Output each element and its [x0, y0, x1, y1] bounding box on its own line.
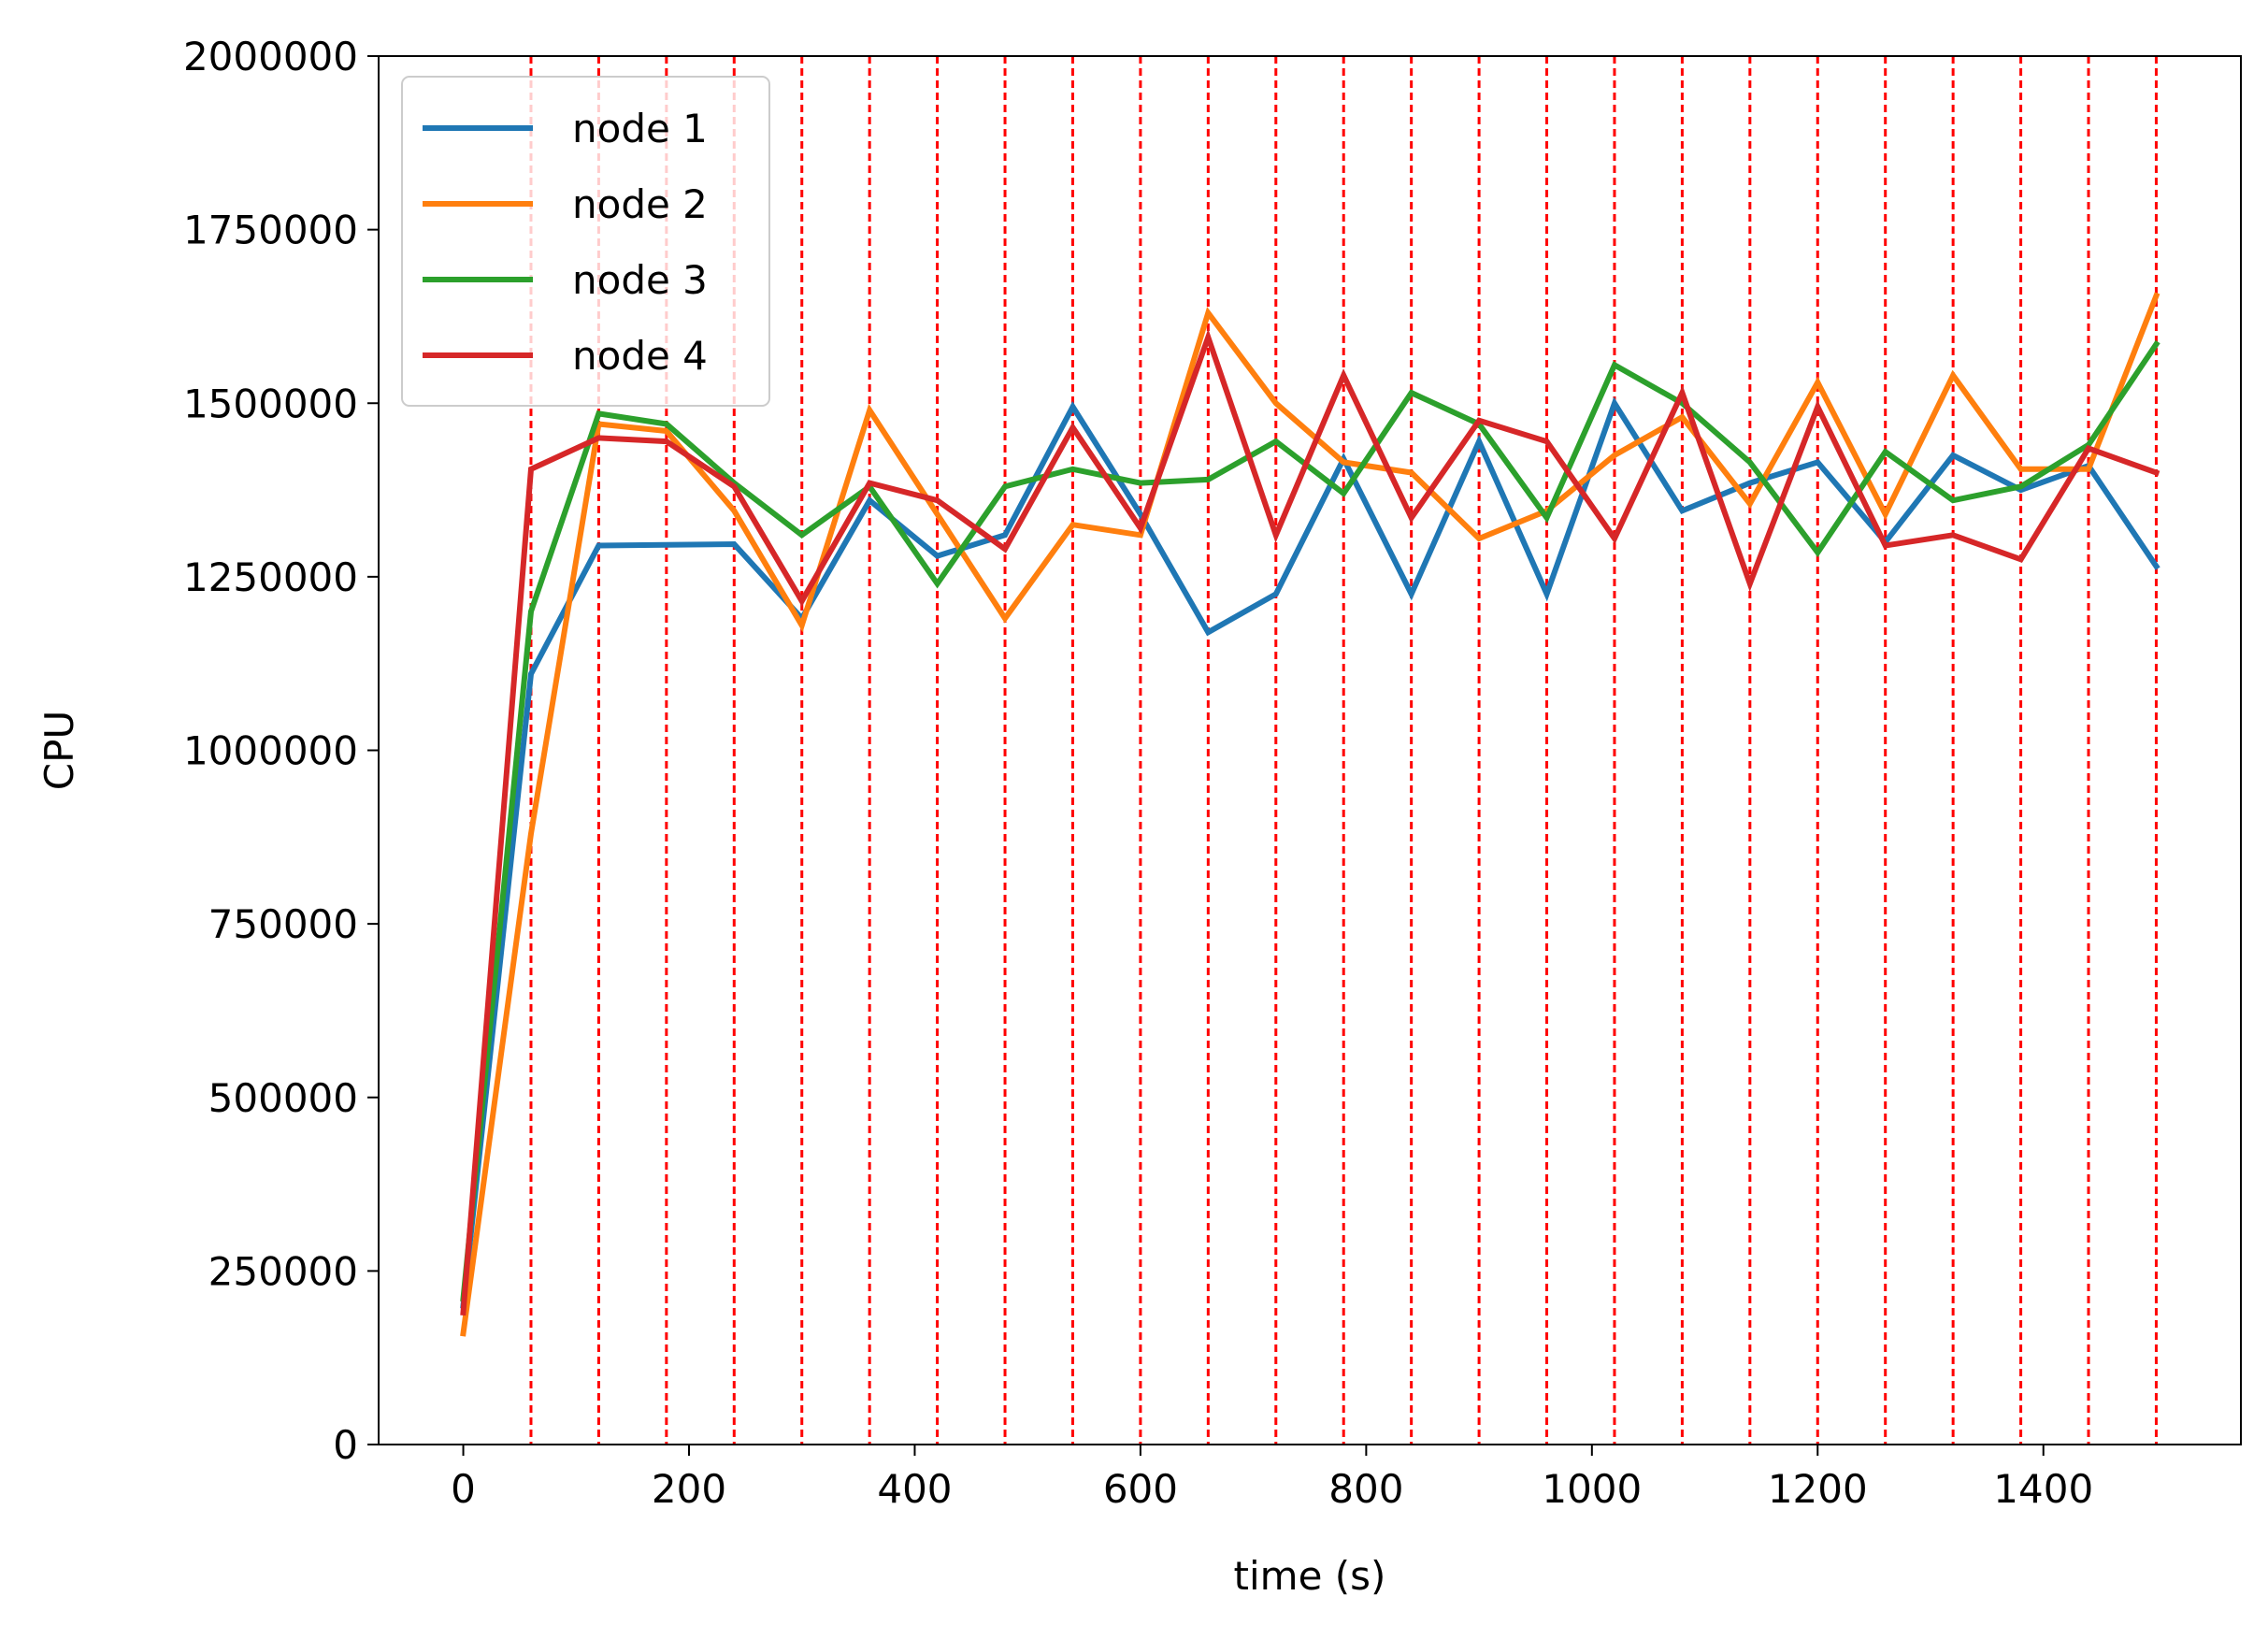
y-axis-ticks: 0 250000 500000 750000 1000000 1250000 1500000… [183, 34, 379, 1468]
y-tick-label: 250000 [208, 1248, 358, 1294]
y-tick-label: 500000 [208, 1075, 358, 1121]
legend-label: node 3 [572, 257, 708, 303]
y-tick-label: 2000000 [183, 34, 358, 79]
x-tick-label: 400 [877, 1466, 952, 1512]
x-axis-label: time (s) [1234, 1553, 1386, 1599]
series-lines [460, 292, 2160, 1337]
x-tick-label: 0 [451, 1466, 476, 1512]
x-tick-label: 1200 [1768, 1466, 1868, 1512]
x-tick-label: 1400 [1993, 1466, 2093, 1512]
y-tick-label: 1500000 [183, 381, 358, 426]
y-tick-label: 1250000 [183, 554, 358, 600]
series-line-node-4 [460, 328, 2160, 1316]
legend-label: node 4 [572, 333, 708, 379]
y-tick-label: 750000 [208, 901, 358, 947]
x-axis-ticks: 0 200 400 600 800 1000 1200 1400 [451, 1445, 2093, 1512]
x-tick-label: 800 [1328, 1466, 1403, 1512]
y-tick-label: 1750000 [183, 208, 358, 253]
series-line-node-2 [460, 292, 2160, 1337]
y-tick-label: 1000000 [183, 728, 358, 774]
legend-label: node 2 [572, 181, 708, 227]
y-axis-label: CPU [36, 711, 82, 790]
series-line-node-3 [460, 339, 2160, 1302]
legend-label: node 1 [572, 106, 708, 151]
x-tick-label: 600 [1103, 1466, 1178, 1512]
x-tick-label: 1000 [1542, 1466, 1642, 1512]
legend-box [401, 76, 770, 407]
legend: node 1 node 2 node 3 node 4 [401, 76, 770, 407]
y-tick-label: 0 [333, 1422, 358, 1468]
x-tick-label: 200 [652, 1466, 726, 1512]
